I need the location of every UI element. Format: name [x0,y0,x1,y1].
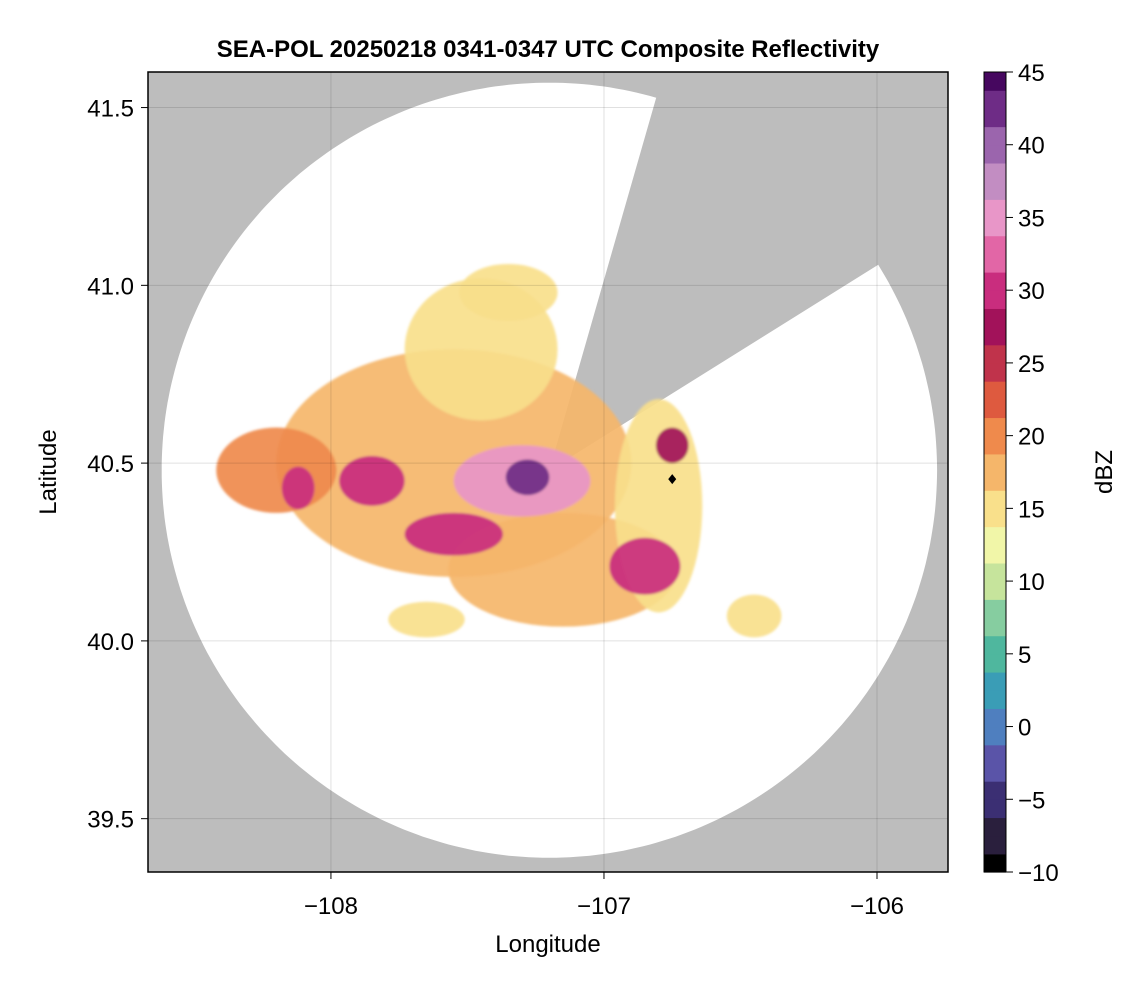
echo-southwest-tail [388,601,465,638]
echo-core-far-west [281,466,315,510]
colorbar-swatch [984,581,1006,600]
colorbar-swatch [984,635,1006,655]
y-tick-label: 39.5 [87,807,134,834]
plot-area: −108 −107 −106 39.5 40.0 40.5 41.0 41.5 [87,71,949,920]
colorbar-swatch [984,326,1006,346]
echo-core-south [404,512,503,556]
y-tick-label: 40.0 [87,629,134,656]
colorbar-swatch [984,144,1006,164]
reflectivity-echoes [216,264,782,638]
colorbar-tick-label: 20 [1018,424,1045,451]
colorbar-tick-label: 10 [1018,569,1045,596]
colorbar: −10 −5 0 5 10 15 20 25 30 35 40 45 dBZ [983,60,1118,887]
echo-cell-east [655,427,689,464]
colorbar-swatch [984,344,1006,364]
x-axis-ticks: −108 −107 −106 [304,872,904,920]
colorbar-swatch [984,708,1006,728]
colorbar-tick-label: 15 [1018,496,1045,523]
colorbar-swatch [984,453,1006,473]
colorbar-swatch [984,253,1006,273]
colorbar-ticks: −10 −5 0 5 10 15 20 25 30 35 40 45 [1006,60,1059,887]
x-tick-label: −107 [577,893,631,920]
colorbar-swatches [984,72,1006,873]
echo-core-west [339,456,405,506]
x-tick-label: −108 [304,893,358,920]
colorbar-swatch [984,181,1006,200]
colorbar-swatch [984,362,1006,382]
location-marker [668,474,677,485]
colorbar-swatch [984,490,1006,509]
colorbar-swatch [984,235,1006,255]
colorbar-swatch [984,417,1006,437]
colorbar-frame [983,71,1007,873]
colorbar-swatch [984,308,1006,328]
y-tick-label: 41.5 [87,96,134,123]
colorbar-swatch [984,744,1006,764]
colorbar-swatch [984,508,1006,528]
colorbar-swatch [984,199,1006,219]
colorbar-swatch [984,217,1006,237]
colorbar-swatch [984,835,1006,855]
colorbar-tick-label: 0 [1018,715,1031,742]
x-axis-label: Longitude [495,931,600,958]
colorbar-swatch [984,108,1006,128]
y-tick-label: 40.5 [87,451,134,478]
echo-field [216,264,782,638]
colorbar-swatch [984,617,1006,637]
colorbar-swatch [984,272,1006,291]
colorbar-swatch [984,799,1006,819]
colorbar-tick-label: 40 [1018,133,1045,160]
chart-title: SEA-POL 20250218 0341-0347 UTC Composite… [217,36,880,63]
colorbar-swatch [984,399,1006,419]
colorbar-swatch [984,690,1006,709]
plot-frame [147,71,949,873]
echo-core-max [505,459,550,496]
echo-core-southeast [609,537,681,595]
colorbar-tick-label: 5 [1018,642,1031,669]
y-tick-label: 41.0 [87,273,134,300]
colorbar-swatch [984,72,1006,91]
colorbar-tick-label: 30 [1018,278,1045,305]
colorbar-swatch [984,781,1006,800]
colorbar-swatch [984,562,1006,582]
colorbar-swatch [984,817,1006,837]
colorbar-swatch [984,290,1006,309]
colorbar-swatch [984,126,1006,146]
colorbar-swatch [984,435,1006,455]
y-axis-ticks: 39.5 40.0 40.5 41.0 41.5 [87,96,148,834]
colorbar-swatch [984,599,1006,619]
grid-lines [148,72,948,872]
colorbar-swatch [984,162,1006,182]
y-axis-label: Latitude [35,429,62,514]
colorbar-tick-label: 35 [1018,205,1045,232]
colorbar-tick-label: −5 [1018,787,1045,814]
colorbar-swatch [984,544,1006,564]
colorbar-swatch [984,726,1006,746]
colorbar-swatch [984,90,1006,109]
colorbar-swatch [984,653,1006,673]
colorbar-swatch [984,762,1006,782]
echo-southeast-blob [726,594,782,638]
colorbar-swatch [984,672,1006,691]
colorbar-swatch [984,853,1006,873]
echo-north-tip [459,264,558,321]
x-tick-label: −106 [850,893,904,920]
colorbar-swatch [984,526,1006,546]
colorbar-label: dBZ [1091,450,1118,494]
colorbar-swatch [984,381,1006,400]
colorbar-tick-label: −10 [1018,860,1059,887]
colorbar-swatch [984,472,1006,491]
colorbar-tick-label: 25 [1018,351,1045,378]
echo-west-arm [216,427,337,513]
colorbar-tick-label: 45 [1018,60,1045,87]
